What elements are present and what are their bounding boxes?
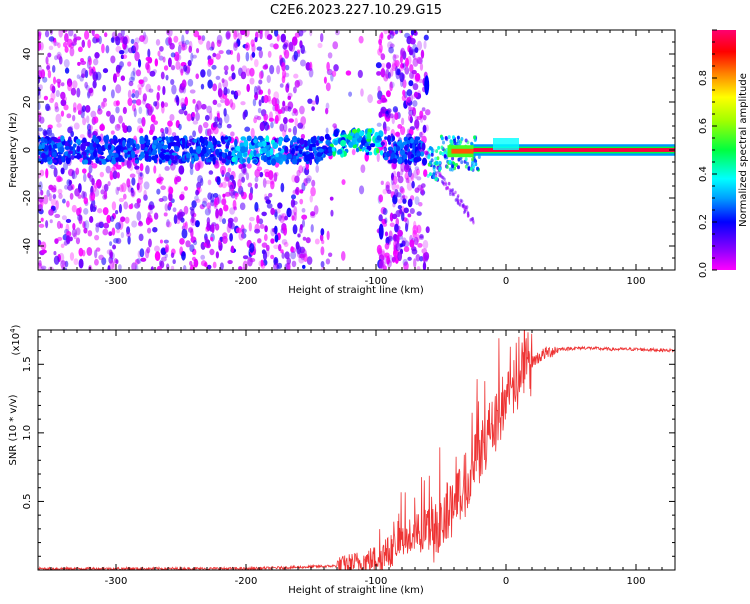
colorbar-gradient — [712, 30, 736, 270]
colorbar-tick-label: 0.6 — [698, 118, 709, 134]
snr-scale-exponent: 4 — [9, 328, 17, 333]
y-tick-label: 1.0 — [22, 425, 33, 441]
x-tick-label: -300 — [105, 276, 128, 287]
snr-panel: -300 -200 -100 0 100 0.5 1.0 1.5 Height of stra… — [8, 324, 676, 596]
colorbar-tick-label: 0.2 — [698, 214, 709, 230]
spectrogram-image — [38, 30, 675, 270]
spectrogram-x-axis-label: Height of straight line (km) — [288, 285, 424, 296]
y-tick-label: 0.5 — [22, 493, 33, 509]
x-tick-label: -100 — [365, 276, 388, 287]
y-tick-label: -20 — [22, 190, 33, 206]
x-tick-label: -200 — [235, 576, 258, 587]
x-tick-label: -100 — [365, 576, 388, 587]
snr-scale-label: (x10 — [11, 333, 22, 356]
y-tick-label: 20 — [22, 96, 33, 109]
y-tick-label: 1.5 — [22, 356, 33, 372]
colorbar-tick-label: 0.0 — [698, 262, 709, 278]
y-tick-label: 0 — [22, 147, 33, 153]
snr-frame — [37, 329, 676, 571]
colorbar-tick-label: 0.4 — [698, 166, 709, 182]
x-tick-label: -200 — [235, 276, 258, 287]
snr-ticks: -300 -200 -100 0 100 0.5 1.0 1.5 — [22, 330, 676, 587]
x-tick-label: 0 — [503, 276, 509, 287]
x-tick-label: -300 — [105, 576, 128, 587]
colorbar: 0.0 0.2 0.4 0.6 0.8 Normalized spectral ampl… — [698, 29, 749, 278]
y-tick-label: 40 — [22, 48, 33, 61]
snr-x-axis-label: Height of straight line (km) — [288, 585, 424, 596]
x-tick-label: 100 — [626, 576, 645, 587]
snr-series-line — [38, 330, 675, 570]
spectrogram-y-axis-label: Frequency (Hz) — [8, 112, 19, 188]
chart-title: C2E6.2023.227.10.29.G15 — [270, 3, 442, 18]
snr-scale-factor: (x104) — [9, 324, 22, 355]
svg-text:(x104): (x104) — [9, 324, 22, 355]
snr-y-axis-label: SNR (10 * v/v) — [8, 394, 19, 465]
y-tick-label: -40 — [22, 238, 33, 254]
colorbar-ticks: 0.0 0.2 0.4 0.6 0.8 — [698, 29, 717, 278]
x-tick-label: 0 — [503, 576, 509, 587]
snr-scale-close: ) — [11, 324, 22, 328]
colorbar-tick-label: 0.8 — [698, 70, 709, 86]
x-tick-label: 100 — [626, 276, 645, 287]
colorbar-label: Normalized spectral amplitude — [738, 73, 749, 227]
